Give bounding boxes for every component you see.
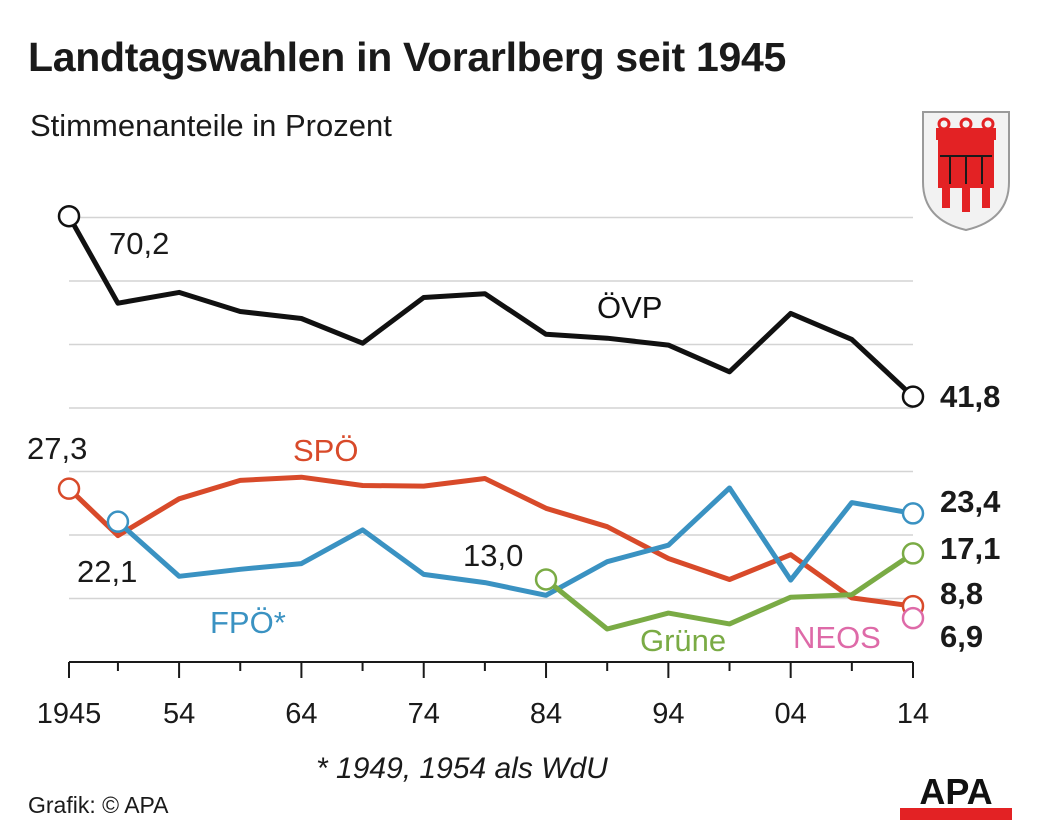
data-point-fpö xyxy=(106,510,130,533)
chart-labels: ÖVP SPÖ FPÖ* Grüne NEOS 70,2 41,8 27,3 22,1 13,0 2… xyxy=(27,226,1001,658)
series-lines xyxy=(66,213,916,632)
series-label: NEOS xyxy=(793,620,881,655)
x-tick-label: 64 xyxy=(285,698,317,730)
data-point-övp xyxy=(57,204,81,228)
graphic-credit: Grafik: © APA xyxy=(28,792,169,818)
value-label: 8,8 xyxy=(940,576,983,611)
series-line-övp xyxy=(66,213,916,400)
data-point-grüne xyxy=(901,542,925,565)
value-label: 70,2 xyxy=(109,226,169,261)
x-tick-label: 74 xyxy=(408,698,440,730)
data-point-grüne xyxy=(534,568,558,591)
x-axis: 1945 54 64 74 84 94 04 14 xyxy=(37,661,929,730)
x-tick-label: 94 xyxy=(652,698,684,730)
x-tick-label: 1945 xyxy=(37,698,102,730)
svg-text:APA: APA xyxy=(919,771,992,812)
value-label: 41,8 xyxy=(940,379,1000,414)
value-label: 6,9 xyxy=(940,619,983,654)
series-line-spö xyxy=(66,474,916,609)
series-label: FPÖ* xyxy=(210,605,286,640)
series-line-grüne xyxy=(543,550,916,632)
apa-logo: APA xyxy=(900,771,1012,820)
data-point-övp xyxy=(901,385,925,408)
gridlines xyxy=(69,216,913,600)
series-line-fpö xyxy=(115,485,916,598)
x-tick-label: 04 xyxy=(775,698,807,730)
x-tick-label: 14 xyxy=(897,698,929,730)
series-label: Grüne xyxy=(640,623,726,658)
value-label: 22,1 xyxy=(77,554,137,589)
x-tick-label: 54 xyxy=(163,698,195,730)
value-label: 23,4 xyxy=(940,484,1001,519)
data-point-spö xyxy=(57,477,81,500)
value-label: 17,1 xyxy=(940,531,1000,566)
value-label: 27,3 xyxy=(27,431,87,466)
vorarlberg-coat-of-arms xyxy=(922,111,1010,232)
x-tick-label: 84 xyxy=(530,698,562,730)
data-point-fpö xyxy=(901,502,925,525)
data-point-neos xyxy=(901,606,925,630)
footnote: * 1949, 1954 als WdU xyxy=(316,752,608,785)
chart-title: Landtagswahlen in Vorarlberg seit 1945 xyxy=(28,34,786,80)
value-label: 13,0 xyxy=(463,538,523,573)
series-endpoint-markers xyxy=(57,204,925,630)
series-label: ÖVP xyxy=(597,290,662,325)
chart-subtitle: Stimmenanteile in Prozent xyxy=(30,108,392,143)
series-label: SPÖ xyxy=(293,433,358,468)
